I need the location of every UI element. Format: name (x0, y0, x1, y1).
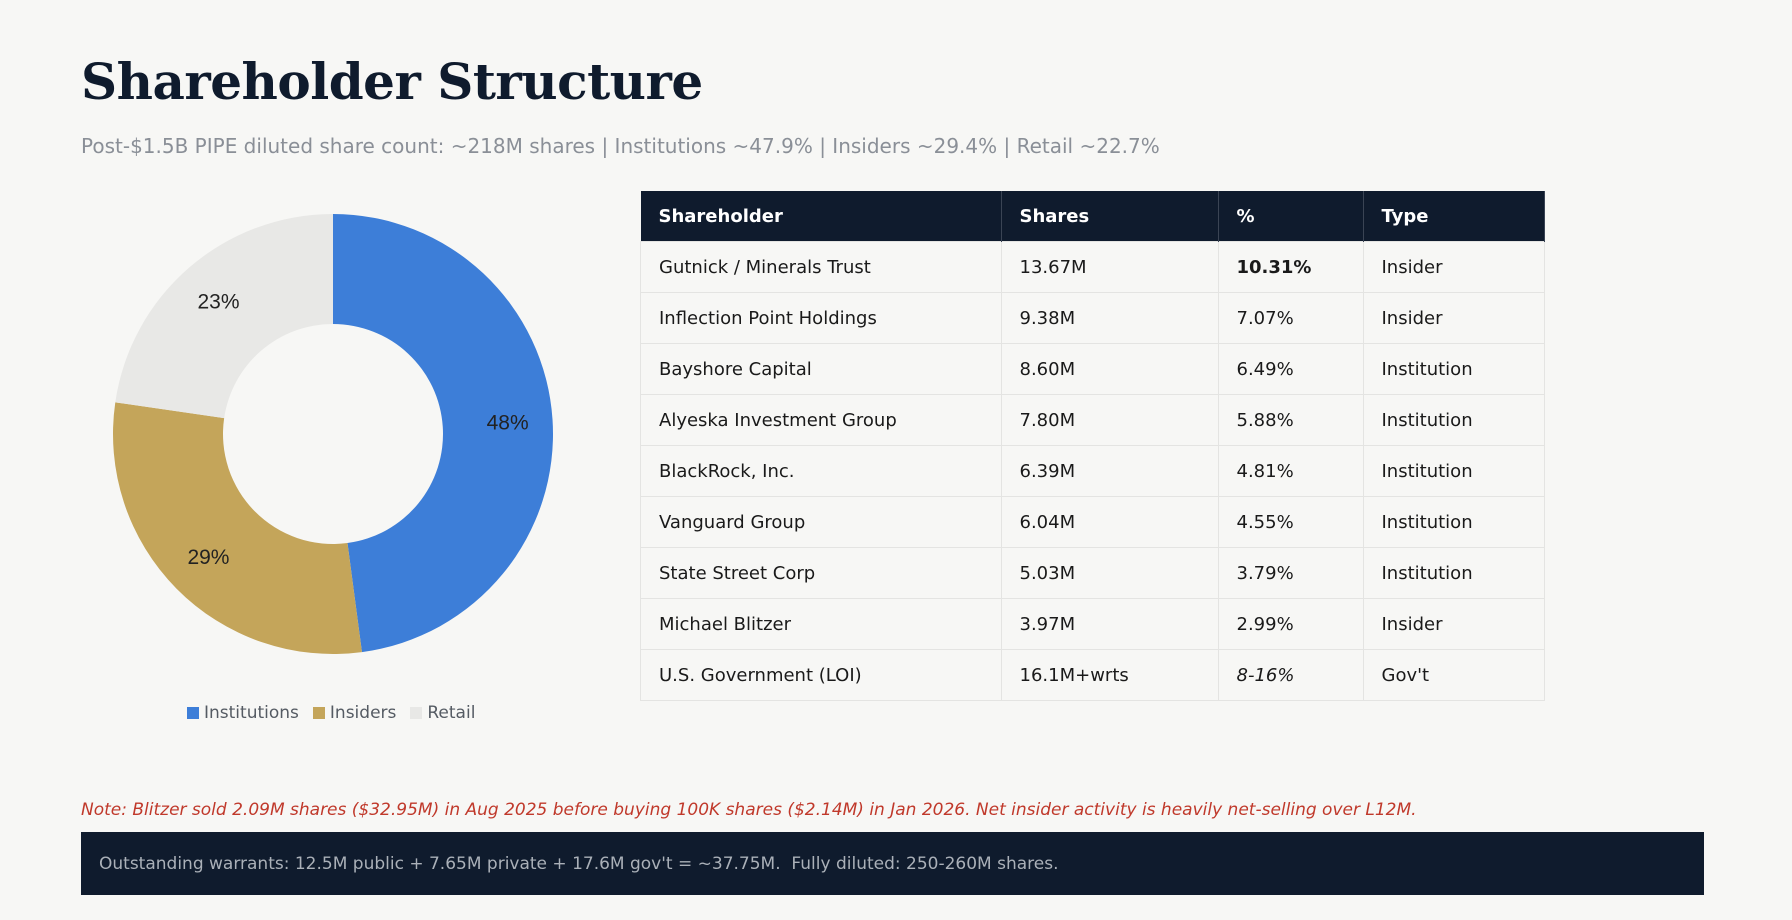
page-title: Shareholder Structure (81, 52, 703, 111)
cell-type: Insider (1362, 292, 1545, 344)
donut-slice-insiders (113, 402, 362, 654)
cell-shareholder: State Street Corp (640, 547, 1002, 599)
cell-type: Insider (1362, 598, 1545, 650)
column-header-percent: % (1218, 191, 1364, 242)
table-row: Michael Blitzer 3.97M 2.99% Insider (640, 598, 1545, 650)
legend-swatch (312, 707, 325, 719)
footer-bar: Outstanding warrants: 12.5M public + 7.6… (81, 832, 1704, 895)
cell-type: Gov't (1362, 649, 1545, 701)
cell-shareholder: Vanguard Group (640, 496, 1002, 548)
cell-shareholder: Inflection Point Holdings (640, 292, 1002, 344)
cell-type: Institution (1362, 343, 1545, 395)
table-row: Bayshore Capital 8.60M 6.49% Institution (640, 343, 1545, 395)
table-row: Vanguard Group 6.04M 4.55% Institution (640, 496, 1545, 548)
donut-chart-svg: 48% 29% 23% (113, 214, 554, 654)
cell-type: Institution (1362, 547, 1545, 599)
legend-label: Retail (427, 703, 476, 723)
legend-swatch (187, 707, 199, 719)
table-row: U.S. Government (LOI) 16.1M+wrts 8-16% Gov'… (640, 649, 1545, 701)
table-row: State Street Corp 5.03M 3.79% Institution (640, 547, 1545, 599)
shareholder-table: Shareholder Shares % Type Gutnick / Mine… (640, 191, 1545, 701)
cell-shares: 16.1M+wrts (1000, 649, 1219, 701)
cell-percent: 6.49% (1217, 343, 1364, 395)
table-row: BlackRock, Inc. 6.39M 4.81% Institution (640, 445, 1545, 497)
legend-swatch (410, 707, 423, 719)
cell-shares: 9.38M (1000, 292, 1219, 344)
cell-shareholder: BlackRock, Inc. (640, 445, 1002, 497)
donut-slice-retail (115, 214, 334, 419)
cell-shares: 3.97M (1000, 598, 1219, 650)
page-subtitle: Post-$1.5B PIPE diluted share count: ~21… (81, 134, 1160, 158)
cell-type: Institution (1362, 394, 1545, 446)
donut-slice-institutions (333, 214, 554, 653)
cell-shareholder: U.S. Government (LOI) (640, 649, 1002, 701)
legend-item-institutions: Institutions (187, 703, 299, 723)
cell-percent: 7.07% (1217, 292, 1364, 344)
cell-type: Insider (1362, 241, 1545, 293)
cell-shares: 8.60M (1000, 343, 1219, 395)
table-row: Gutnick / Minerals Trust 13.67M 10.31% Insi… (640, 241, 1545, 293)
cell-type: Institution (1362, 496, 1545, 548)
cell-shareholder: Gutnick / Minerals Trust (640, 241, 1002, 293)
cell-shareholder: Bayshore Capital (640, 343, 1002, 395)
cell-shares: 5.03M (1000, 547, 1219, 599)
legend-label: Institutions (204, 703, 299, 723)
cell-percent: 5.88% (1217, 394, 1364, 446)
cell-percent: 4.55% (1217, 496, 1364, 548)
slice-label-insiders: 29% (187, 546, 229, 569)
legend-label: Insiders (329, 703, 397, 723)
cell-shareholder: Michael Blitzer (640, 598, 1002, 650)
column-header-shareholder: Shareholder (640, 191, 1002, 242)
cell-percent: 8-16% (1217, 649, 1364, 701)
cell-shareholder: Alyeska Investment Group (640, 394, 1002, 446)
legend-item-insiders: Insiders (312, 703, 397, 723)
legend-item-retail: Retail (410, 703, 475, 723)
table-row: Alyeska Investment Group 7.80M 5.88% Instit… (640, 394, 1545, 446)
table-row: Inflection Point Holdings 9.38M 7.07% Insid… (640, 292, 1545, 344)
column-header-shares: Shares (1001, 191, 1219, 242)
cell-shares: 6.39M (1000, 445, 1219, 497)
insider-activity-note: Note: Blitzer sold 2.09M shares ($32.95M… (81, 800, 1417, 820)
cell-shares: 13.67M (1000, 241, 1219, 293)
cell-shares: 7.80M (1000, 394, 1219, 446)
chart-legend: Institutions Insiders Retail (187, 703, 475, 723)
table-header-row: Shareholder Shares % Type (640, 191, 1545, 242)
slice-label-institutions: 48% (487, 411, 529, 434)
warrants-summary: Outstanding warrants: 12.5M public + 7.6… (99, 853, 1059, 874)
cell-percent: 3.79% (1217, 547, 1364, 599)
slice-label-retail: 23% (197, 291, 239, 314)
cell-shares: 6.04M (1000, 496, 1219, 548)
cell-percent: 4.81% (1217, 445, 1364, 497)
cell-percent: 10.31% (1217, 241, 1364, 293)
cell-type: Institution (1362, 445, 1545, 497)
column-header-type: Type (1363, 191, 1545, 242)
cell-percent: 2.99% (1217, 598, 1364, 650)
donut-chart: 48% 29% 23% (100, 200, 570, 670)
